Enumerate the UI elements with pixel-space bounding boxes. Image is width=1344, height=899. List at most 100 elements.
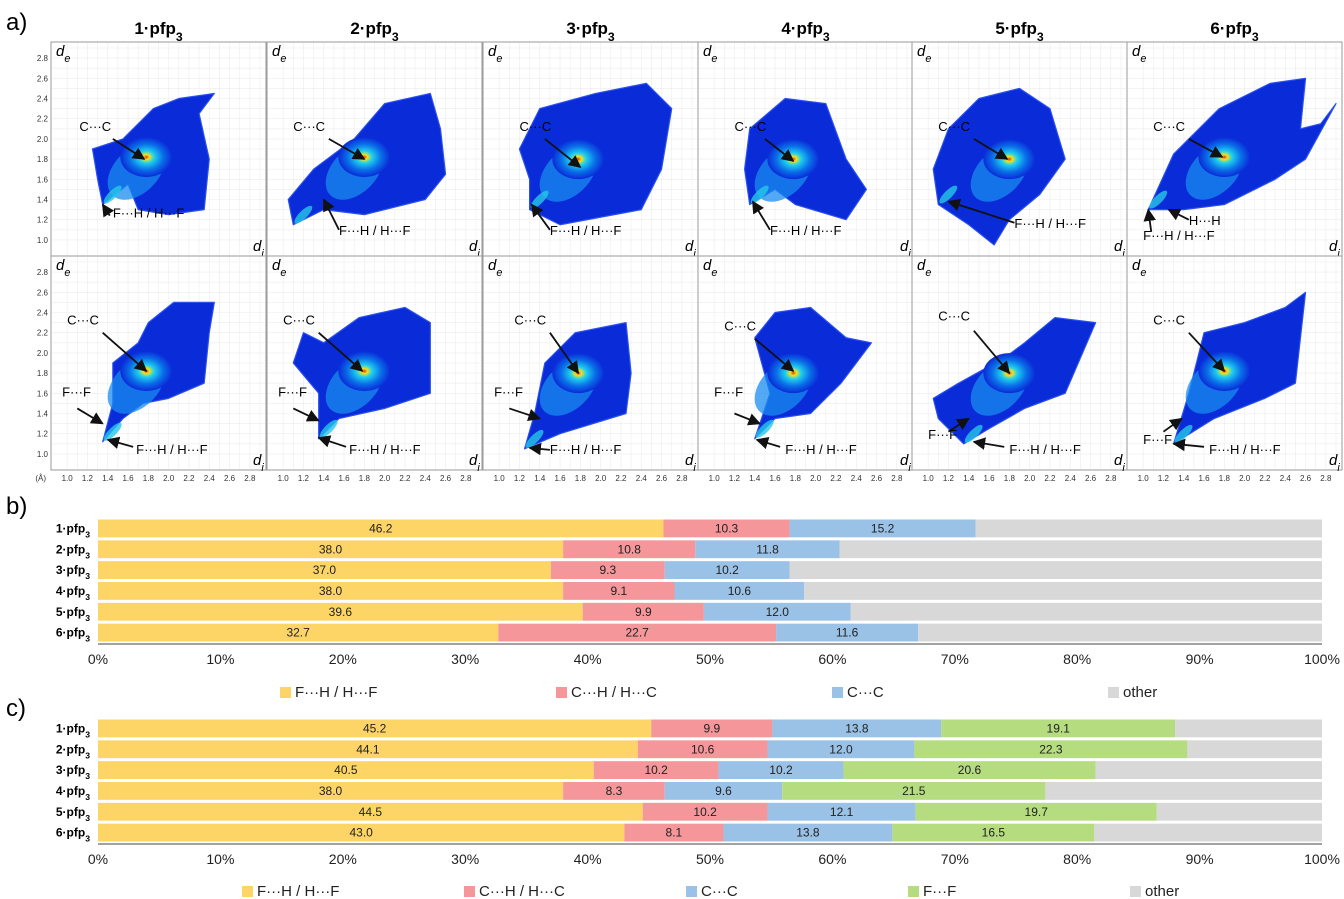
- bar-value-label: 8.1: [666, 826, 683, 840]
- bar-segment: [98, 602, 583, 621]
- annotation-cc: C···C: [519, 119, 551, 134]
- category-label: 4·pfp3: [56, 784, 90, 802]
- x-tick-label: 50%: [696, 651, 724, 667]
- x-tick-label: 0%: [88, 651, 108, 667]
- bar-segment: [98, 623, 499, 642]
- annotation-fh: F···H / H···F: [339, 223, 411, 238]
- density-spike: [755, 419, 774, 438]
- bar-segment: [767, 802, 916, 821]
- annotation-fh: F···H / H···F: [1009, 442, 1081, 457]
- bar-segment: [563, 582, 675, 600]
- category-label: 6·pfp3: [56, 826, 90, 844]
- legend-label: F···F: [923, 883, 956, 899]
- legend-swatch: [686, 886, 697, 897]
- annotation-arrow: [755, 437, 781, 450]
- density-spike: [294, 205, 313, 224]
- x-tick-label: 30%: [451, 851, 479, 867]
- x-tick-label: 1.4: [318, 474, 330, 483]
- x-axis-label: di: [469, 452, 480, 474]
- y-tick-label: 2.4: [37, 309, 49, 318]
- fingerprint-panel-3-2: de di 1.0 1.2 1.4 1.6 1.8 2.0 2.2 2.4 2.6 2.8 C···C F…: [482, 255, 699, 483]
- bar-segment: [767, 740, 915, 759]
- bar-segment: [637, 740, 768, 759]
- x-tick-label: 1.4: [534, 474, 546, 483]
- y-tick-label: 2.2: [37, 115, 49, 124]
- annotation-arrow: [1162, 417, 1183, 433]
- x-tick-label: 1.6: [983, 474, 995, 483]
- annotation-cc: C···C: [1153, 119, 1185, 134]
- bar-segment: [695, 540, 840, 559]
- bar-segment: [918, 623, 1322, 642]
- x-tick-label: 2.4: [1280, 474, 1292, 483]
- annotation-fh: F···H / H···F: [550, 442, 622, 457]
- x-tick-label: 1.4: [1178, 474, 1190, 483]
- bar-segment: [98, 823, 625, 842]
- x-tick-label: 1.0: [709, 474, 721, 483]
- x-tick-label: 90%: [1186, 851, 1214, 867]
- bar-value-label: 38.0: [319, 784, 343, 798]
- annotation-cc: C···C: [724, 319, 756, 334]
- x-tick-label: 1.0: [1138, 474, 1150, 483]
- bar-value-label: 32.7: [286, 626, 310, 640]
- x-axis-label: di: [1329, 238, 1340, 260]
- bar-value-label: 20.6: [958, 763, 982, 777]
- bar-value-label: 38.0: [319, 542, 343, 556]
- bar-value-label: 11.6: [836, 626, 859, 640]
- x-tick-label: 2.6: [440, 474, 452, 483]
- x-tick-label: 1.2: [729, 474, 741, 483]
- bar-value-label: 19.1: [1047, 721, 1071, 735]
- density-spike: [750, 185, 769, 204]
- bar-segment: [804, 582, 1322, 600]
- y-tick-label: 2.6: [37, 74, 49, 83]
- legend-label: C···C: [701, 883, 738, 899]
- annotation-fh: F···H / H···F: [550, 223, 622, 238]
- panel-label-a: a): [6, 9, 27, 36]
- x-tick-label: 1.4: [963, 474, 975, 483]
- y-axis-label: de: [488, 257, 502, 279]
- bar-segment: [674, 582, 805, 600]
- bar-segment: [1187, 740, 1322, 759]
- annotation-fh: F···H / H···F: [1209, 442, 1281, 457]
- annotation-arrow: [1188, 138, 1224, 158]
- column-title-4: 4·pfp3: [781, 19, 830, 44]
- y-tick-label: 2.8: [37, 54, 49, 63]
- x-tick-label: 2.4: [1065, 474, 1077, 483]
- bar-segment: [582, 602, 704, 621]
- bar-value-label: 9.9: [635, 605, 652, 619]
- x-tick-label: 1.8: [575, 474, 587, 483]
- density-spike: [103, 422, 122, 441]
- annotation-arrow: [1167, 208, 1190, 221]
- bar-segment: [839, 540, 1322, 559]
- annotation-cc: C···C: [1153, 313, 1185, 328]
- bar-value-label: 16.5: [982, 826, 1006, 840]
- bar-value-label: 44.5: [359, 805, 383, 819]
- legend-label: C···H / H···C: [479, 883, 565, 899]
- annotation-cc: C···C: [938, 119, 970, 134]
- legend-label: other: [1123, 684, 1157, 701]
- bar-segment: [975, 519, 1322, 538]
- x-tick-label: 2.2: [615, 474, 627, 483]
- annotation-arrow: [317, 435, 347, 448]
- x-tick-label: 1.0: [62, 474, 74, 483]
- x-tick-label: 90%: [1186, 651, 1214, 667]
- annotation-arrow: [973, 330, 1011, 375]
- legend-label: other: [1145, 883, 1179, 899]
- annotation-fh: F···H / H···F: [1014, 216, 1086, 231]
- annotation-arrow: [102, 332, 148, 372]
- bar-segment: [892, 823, 1095, 842]
- bar-value-label: 9.3: [599, 563, 616, 577]
- x-tick-label: 1.8: [790, 474, 802, 483]
- annotation-arrow: [76, 407, 104, 425]
- x-tick-label: 10%: [206, 851, 234, 867]
- x-axis-label: di: [469, 238, 480, 260]
- bar-segment: [1094, 823, 1322, 842]
- bar-segment: [915, 802, 1157, 821]
- bar-value-label: 15.2: [871, 521, 895, 535]
- bar-value-label: 37.0: [313, 563, 337, 577]
- x-tick-label: 1.6: [1198, 474, 1210, 483]
- y-tick-label: 2.2: [37, 329, 49, 338]
- category-label: 1·pfp3: [56, 721, 90, 739]
- y-tick-label: 1.8: [37, 369, 49, 378]
- bar-segment: [776, 623, 919, 642]
- bar-value-label: 10.2: [644, 763, 668, 777]
